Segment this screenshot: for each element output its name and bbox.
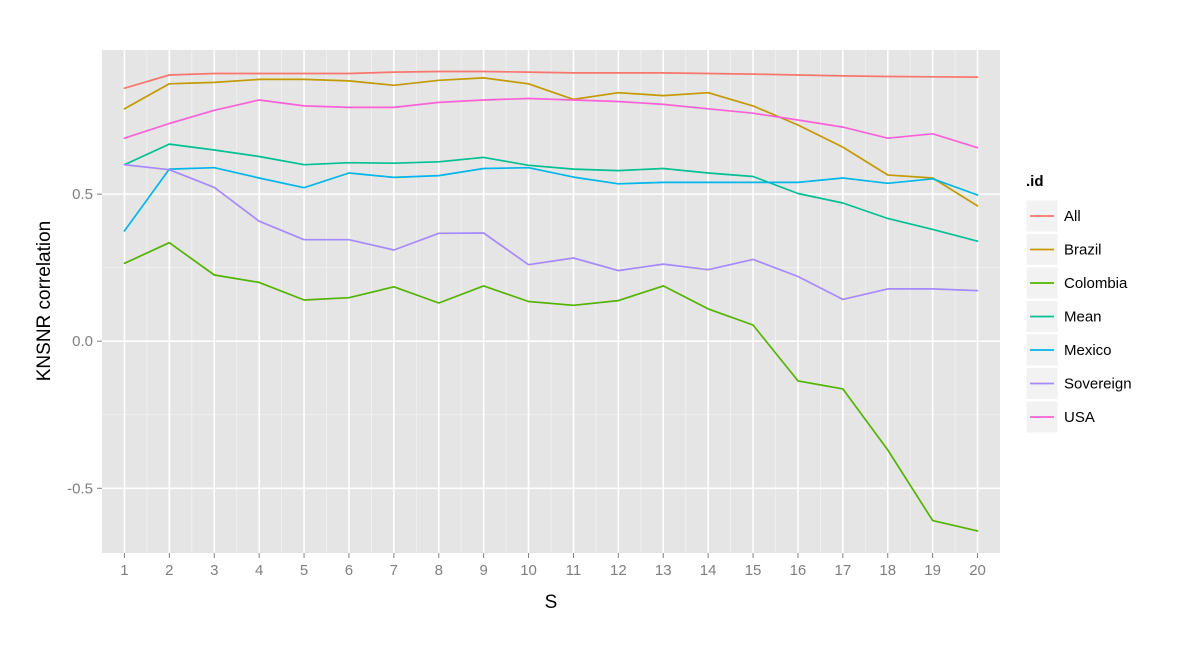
y-tick-label: -0.5 [67, 480, 93, 497]
series-line-sovereign [123, 163, 979, 301]
series-line-brazil [123, 77, 979, 207]
legend-title: .id [1026, 173, 1044, 190]
y-axis-ticks: -0.5 0.0 0.5 [67, 186, 102, 497]
x-tick-label: 4 [255, 562, 263, 579]
x-tick-label: 2 [165, 562, 173, 579]
x-tick-label: 6 [345, 562, 353, 579]
y-tick-label: 0.5 [72, 186, 93, 203]
grid-major [102, 50, 1000, 553]
x-tick-label: 5 [300, 562, 308, 579]
legend-label-brazil: Brazil [1064, 242, 1102, 259]
x-tick-label: 3 [210, 562, 218, 579]
legend-label-mexico: Mexico [1064, 342, 1112, 359]
legend-label-sovereign: Sovereign [1064, 376, 1132, 393]
x-tick-label: 10 [520, 562, 537, 579]
legend: .id All Brazil Colombia Mean Mexico Sovereign… [1025, 173, 1132, 434]
x-tick-label: 14 [700, 562, 717, 579]
grid-minor [102, 50, 1000, 553]
legend-label-mean: Mean [1064, 309, 1102, 326]
x-tick-label: 8 [435, 562, 443, 579]
legend-label-colombia: Colombia [1064, 275, 1128, 292]
x-tick-label: 20 [969, 562, 986, 579]
x-tick-label: 12 [610, 562, 627, 579]
x-axis-title: S [545, 592, 558, 613]
series-line-colombia [123, 241, 979, 532]
x-tick-label: 18 [879, 562, 896, 579]
legend-label-all: All [1064, 208, 1081, 225]
series-lines [123, 70, 979, 532]
series-line-mexico [123, 166, 979, 232]
series-line-all [123, 70, 979, 90]
series-line-mean [123, 143, 979, 243]
x-tick-label: 1 [120, 562, 128, 579]
x-tick-label: 17 [835, 562, 852, 579]
x-tick-label: 7 [390, 562, 398, 579]
x-tick-label: 19 [924, 562, 941, 579]
x-tick-label: 16 [790, 562, 807, 579]
legend-label-usa: USA [1064, 409, 1095, 426]
x-axis-ticks: 1 2 3 4 5 6 7 8 9 10 11 12 13 14 15 16 17 18 19 20 [120, 553, 986, 579]
x-tick-label: 13 [655, 562, 672, 579]
series-line-usa [123, 97, 979, 149]
y-axis-title: KNSNR correlation [34, 221, 55, 382]
x-tick-label: 15 [745, 562, 762, 579]
x-tick-label: 11 [566, 562, 582, 579]
x-tick-label: 9 [479, 562, 487, 579]
y-tick-label: 0.0 [72, 333, 93, 350]
